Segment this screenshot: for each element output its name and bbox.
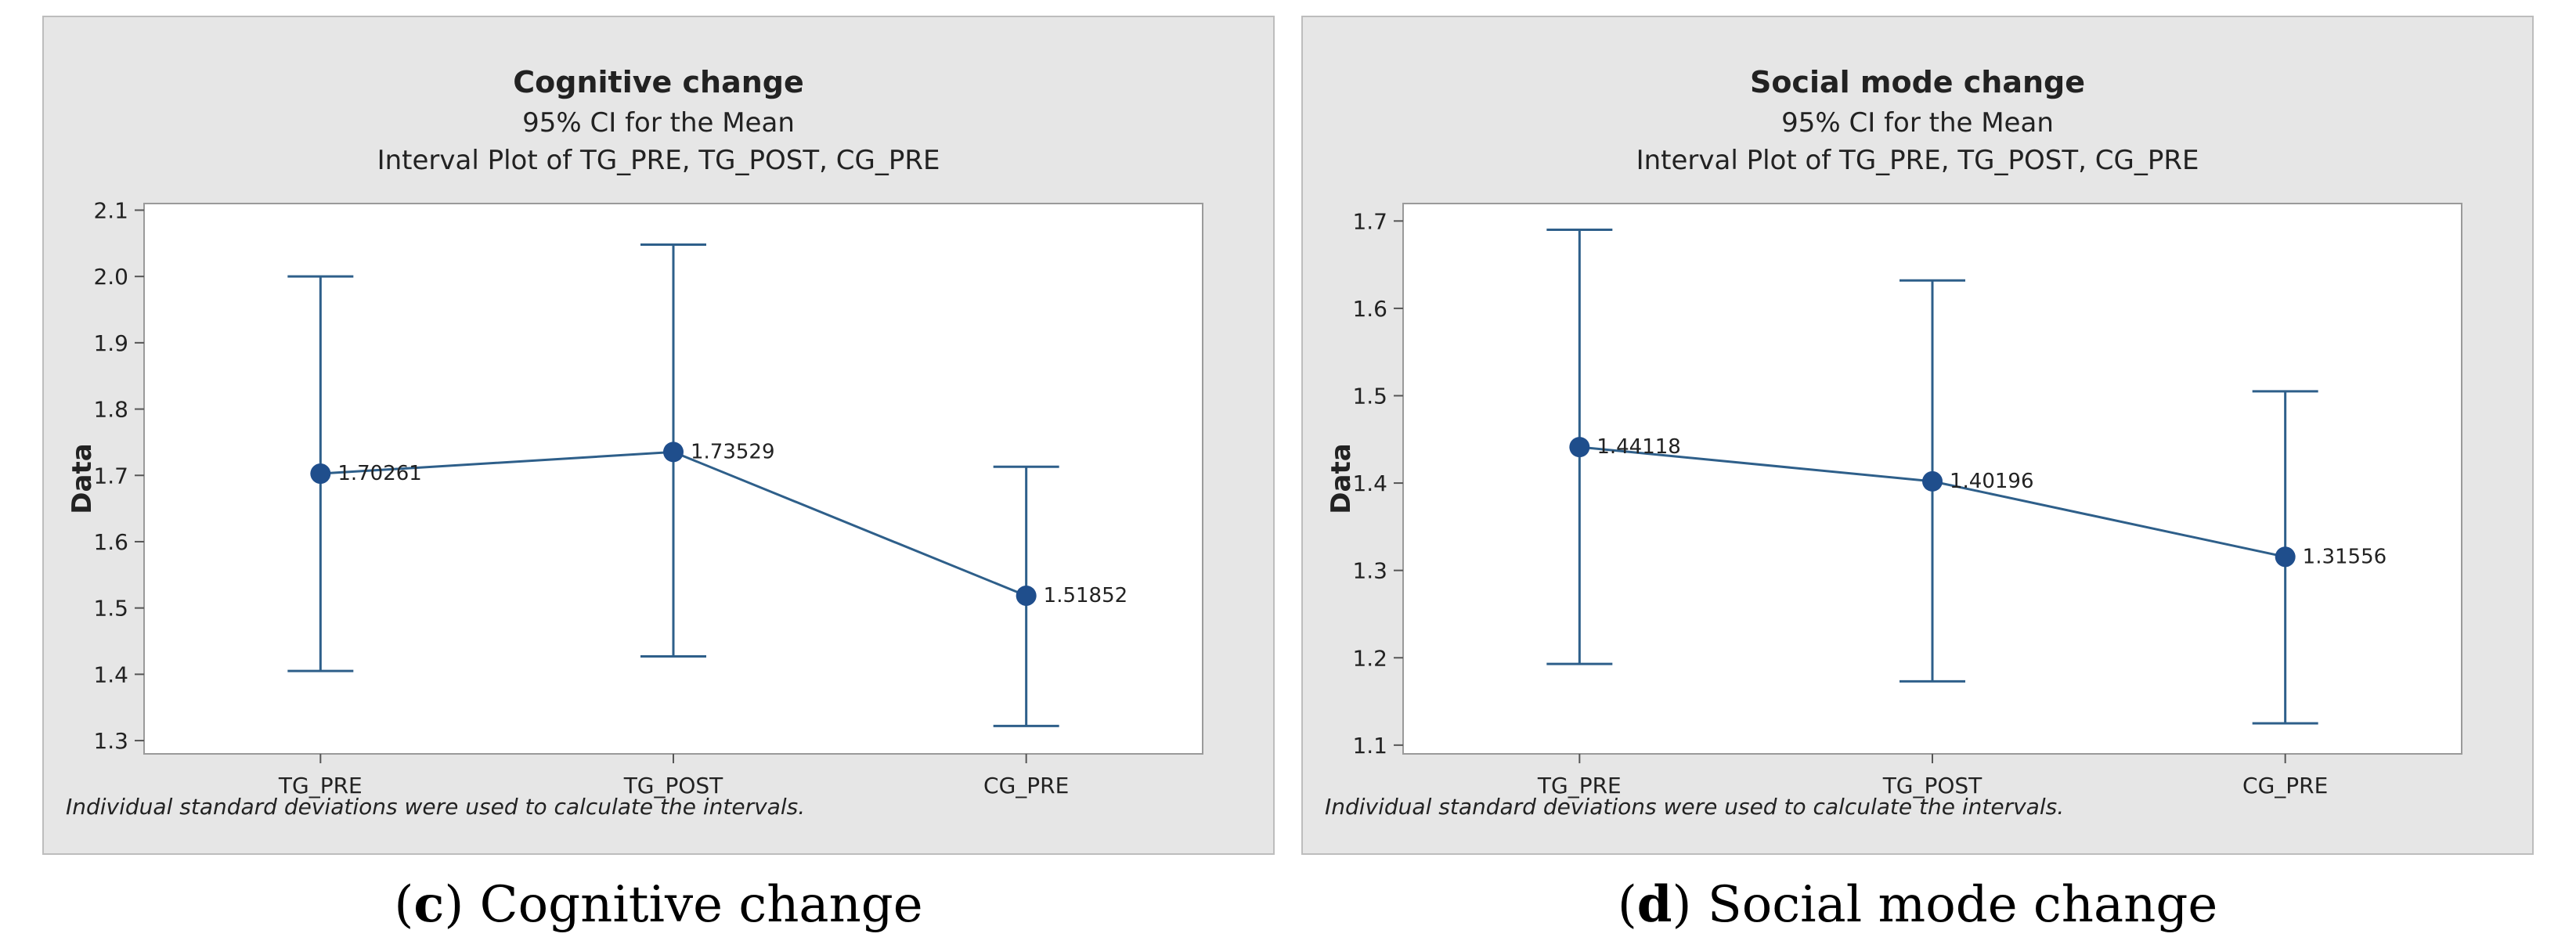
y-tick-label: 1.5 (1352, 383, 1387, 409)
mean-data-label: 1.51852 (1044, 584, 1128, 607)
mean-data-label: 1.73529 (691, 440, 775, 463)
y-axis-label: Data (1326, 443, 1357, 514)
y-tick-label: 1.4 (1352, 470, 1387, 496)
mean-point (310, 463, 331, 485)
chart-subtitle: 95% CI for the Mean (1781, 107, 2054, 139)
mean-data-label: 1.40196 (1950, 470, 2034, 493)
x-tick-label: TG_PRE (1537, 773, 1622, 798)
chart-cognitive-svg: Cognitive change 95% CI for the Mean Inter… (42, 16, 1275, 855)
y-axis-label: Data (67, 443, 98, 514)
y-tick-label: 1.4 (93, 661, 128, 687)
y-tick-label: 1.2 (1352, 645, 1387, 671)
mean-point (1922, 470, 1943, 492)
mean-point (663, 442, 684, 463)
mean-point (1016, 585, 1037, 606)
y-tick-label: 1.7 (1352, 208, 1387, 234)
x-tick-label: TG_POST (623, 773, 723, 798)
mean-data-label: 1.31556 (2303, 545, 2387, 568)
x-tick-label: CG_PRE (983, 773, 1069, 798)
chart-subtitle-2: Interval Plot of TG_PRE, TG_POST, CG_PRE (1636, 145, 2199, 176)
chart-title: Cognitive change (513, 65, 803, 99)
caption-letter: d (1636, 875, 1672, 934)
y-tick-label: 1.8 (93, 397, 128, 423)
mean-point (1569, 437, 1590, 458)
caption-cognitive: (c) Cognitive change (394, 875, 923, 934)
chart-social-svg: Social mode change 95% CI for the Mean Int… (1301, 16, 2534, 855)
x-tick-label: CG_PRE (2242, 773, 2328, 798)
y-tick-label: 1.1 (1352, 733, 1387, 759)
caption-text: Cognitive change (464, 876, 923, 934)
chart-panel-social: Social mode change 95% CI for the Mean Int… (1301, 16, 2534, 855)
mean-data-label: 1.44118 (1596, 435, 1681, 459)
mean-point (2275, 546, 2296, 568)
y-tick-label: 1.9 (93, 330, 128, 356)
x-tick-label: TG_POST (1882, 773, 1983, 798)
chart-title: Social mode change (1750, 65, 2085, 99)
y-tick-label: 2.0 (93, 264, 128, 290)
y-tick-label: 1.5 (93, 596, 128, 622)
chart-footnote: Individual standard deviations were used… (1325, 794, 2064, 820)
chart-subtitle-2: Interval Plot of TG_PRE, TG_POST, CG_PRE (377, 145, 940, 176)
y-tick-label: 1.6 (1352, 296, 1387, 322)
x-tick-label: TG_PRE (278, 773, 363, 798)
y-tick-label: 1.7 (93, 463, 128, 488)
mean-data-label: 1.70261 (337, 462, 422, 485)
chart-panel-cognitive: Cognitive change 95% CI for the Mean Inter… (42, 16, 1275, 855)
caption-letter: c (413, 875, 445, 934)
chart-footnote: Individual standard deviations were used… (66, 794, 805, 820)
y-tick-label: 1.3 (93, 728, 128, 754)
caption-text: Social mode change (1691, 876, 2218, 934)
chart-subtitle: 95% CI for the Mean (522, 107, 795, 139)
y-tick-label: 1.6 (93, 529, 128, 555)
caption-social: (d) Social mode change (1617, 875, 2218, 934)
y-tick-label: 2.1 (93, 197, 128, 223)
y-tick-label: 1.3 (1352, 558, 1387, 584)
